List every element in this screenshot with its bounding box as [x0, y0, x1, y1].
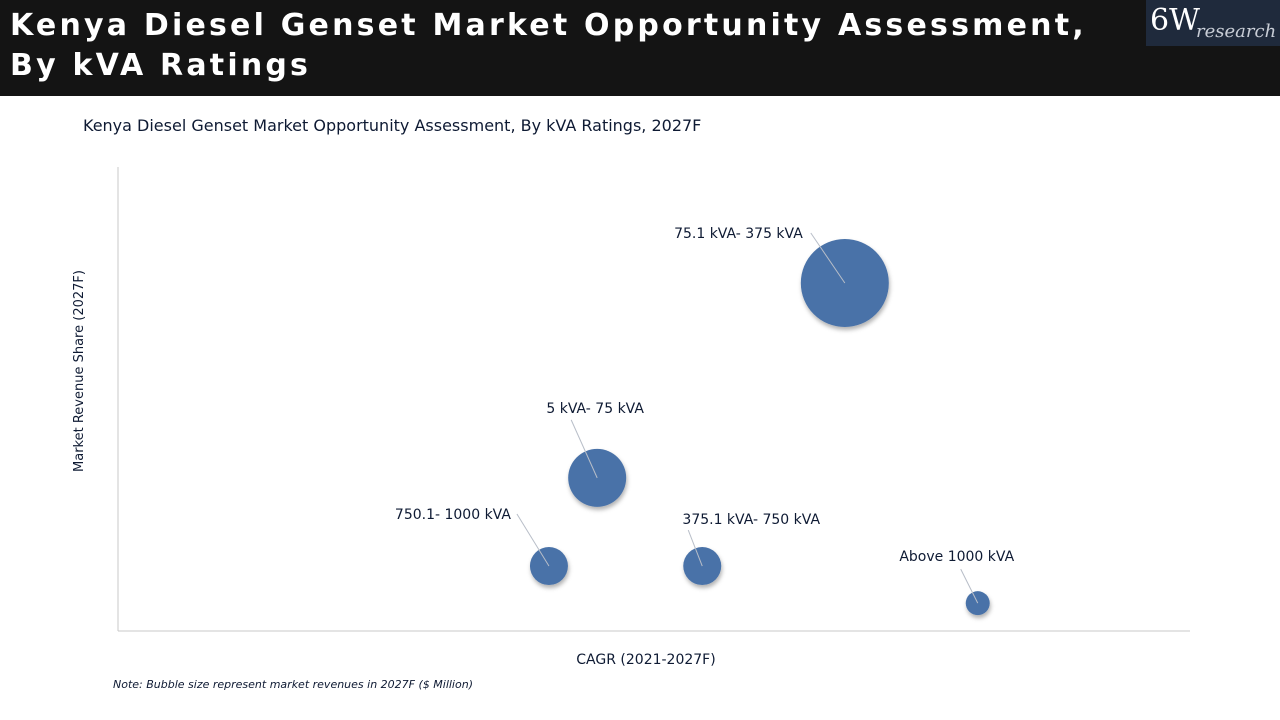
bubble-label-1: 5 kVA- 75 kVA: [546, 401, 644, 417]
leader-line-4: [960, 568, 979, 604]
logo-main-text: 6W: [1150, 3, 1200, 38]
bubble-label-4: Above 1000 kVA: [899, 549, 1014, 565]
bubble-label-2: 750.1- 1000 kVA: [395, 507, 511, 523]
leader-line-1: [570, 419, 598, 479]
header-bar: Kenya Diesel Genset Market Opportunity A…: [0, 0, 1280, 96]
logo-sub-text: research: [1196, 21, 1277, 42]
leader-line-3: [687, 529, 703, 567]
company-logo: 6W research: [1146, 0, 1280, 46]
y-axis-label: Market Revenue Share (2027F): [72, 270, 87, 472]
leader-line-2: [516, 513, 550, 567]
bubble-label-0: 75.1 kVA- 375 kVA: [674, 226, 803, 242]
chart-title: Kenya Diesel Genset Market Opportunity A…: [83, 116, 702, 135]
x-axis-label: CAGR (2021-2027F): [576, 652, 716, 668]
bubble-label-3: 375.1 kVA- 750 kVA: [682, 512, 820, 528]
leader-line-0: [810, 232, 846, 284]
page-title: Kenya Diesel Genset Market Opportunity A…: [10, 8, 1087, 83]
footnote: Note: Bubble size represent market reven…: [113, 678, 473, 691]
